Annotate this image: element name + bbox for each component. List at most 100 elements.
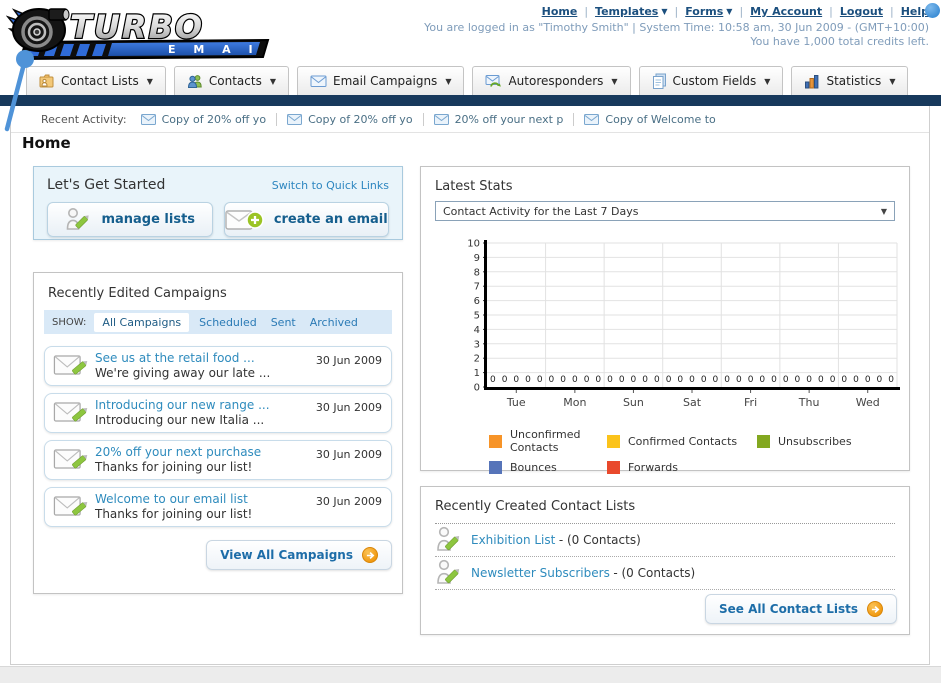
see-all-contact-lists-button[interactable]: See All Contact Lists bbox=[704, 594, 897, 624]
svg-text:8: 8 bbox=[474, 267, 480, 278]
nav-templates-link[interactable]: Templates bbox=[595, 5, 659, 18]
campaign-filter-bar: SHOW: All Campaigns Scheduled Sent Archi… bbox=[44, 310, 392, 334]
svg-text:5: 5 bbox=[474, 311, 480, 322]
svg-text:6: 6 bbox=[474, 296, 480, 307]
legend-item: Forwards bbox=[607, 461, 757, 474]
manage-lists-icon bbox=[67, 207, 90, 230]
arrow-right-icon bbox=[867, 601, 883, 617]
chevron-down-icon: ▼ bbox=[146, 76, 153, 86]
recent-activity-item[interactable]: Copy of Welcome to bbox=[584, 112, 716, 126]
recent-activity-item[interactable]: 20% off your next p bbox=[433, 112, 564, 126]
svg-text:0: 0 bbox=[701, 375, 707, 385]
manage-lists-button[interactable]: manage lists bbox=[47, 202, 213, 237]
campaign-row[interactable]: See us at the retail food ... We're givi… bbox=[44, 346, 392, 386]
legend-label: Unconfirmed Contacts bbox=[510, 428, 581, 454]
recent-activity-item[interactable]: Copy of 20% off yo bbox=[287, 113, 413, 126]
chart-legend: Unconfirmed Contacts Confirmed Contacts … bbox=[489, 428, 895, 474]
legend-swatch-unsubscribes bbox=[757, 434, 770, 448]
tab-label: Autoresponders bbox=[508, 74, 604, 88]
legend-label: Forwards bbox=[628, 461, 678, 474]
tab-contacts[interactable]: Contacts ▼ bbox=[173, 66, 289, 95]
email-campaigns-icon bbox=[310, 75, 327, 87]
nav-logout-link[interactable]: Logout bbox=[839, 5, 883, 18]
nav-home-link[interactable]: Home bbox=[541, 5, 578, 18]
campaign-title-link[interactable]: Welcome to our email list bbox=[95, 492, 248, 506]
tab-autoresponders[interactable]: Autoresponders ▼ bbox=[472, 66, 631, 95]
filter-archived[interactable]: Archived bbox=[309, 315, 358, 329]
create-an-email-button[interactable]: create an email bbox=[223, 202, 389, 237]
svg-text:0: 0 bbox=[607, 375, 613, 385]
divider bbox=[573, 112, 575, 126]
divider bbox=[422, 112, 424, 126]
legend-item: Confirmed Contacts bbox=[607, 428, 757, 454]
view-all-campaigns-button[interactable]: View All Campaigns bbox=[206, 540, 392, 570]
tab-email-campaigns[interactable]: Email Campaigns ▼ bbox=[297, 66, 465, 95]
stats-report-select[interactable]: Contact Activity for the Last 7 Days ▼ bbox=[435, 201, 895, 221]
svg-text:2: 2 bbox=[474, 354, 480, 365]
top-navigation: Home | Templates ▼ | Forms ▼ | My Account | Lo… bbox=[542, 5, 929, 18]
latest-stats-panel: Latest Stats Contact Activity for the La… bbox=[420, 166, 910, 474]
legend-label: Bounces bbox=[510, 461, 557, 474]
svg-text:1: 1 bbox=[474, 368, 480, 379]
contact-list-row[interactable]: Newsletter Subscribers - (0 Contacts) bbox=[435, 557, 895, 590]
svg-text:3: 3 bbox=[474, 339, 480, 350]
tab-label: Contacts bbox=[208, 74, 262, 88]
edited-email-icon bbox=[53, 448, 88, 469]
nav-forms-link[interactable]: Forms bbox=[685, 5, 724, 18]
recent-activity-bar: Recent Activity: Copy of 20% off yo Copy… bbox=[11, 106, 929, 133]
contact-list-row[interactable]: Exhibition List - (0 Contacts) bbox=[435, 524, 895, 557]
campaign-subtitle: Thanks for joining our list! bbox=[95, 507, 253, 521]
edited-email-icon bbox=[53, 401, 88, 422]
contact-list-link[interactable]: Newsletter Subscribers bbox=[471, 566, 610, 580]
svg-text:Wed: Wed bbox=[856, 396, 880, 409]
recent-activity-link[interactable]: 20% off your next p bbox=[454, 112, 564, 126]
recent-activity-item[interactable]: Copy of 20% off yo bbox=[140, 112, 267, 126]
svg-text:0: 0 bbox=[877, 375, 883, 385]
recent-activity-link[interactable]: Copy of Welcome to bbox=[605, 112, 716, 126]
edited-email-icon bbox=[53, 495, 88, 516]
campaign-title-link[interactable]: Introducing our new range ... bbox=[95, 398, 270, 412]
svg-text:0: 0 bbox=[654, 375, 660, 385]
nav-help-link[interactable]: Help bbox=[900, 5, 929, 18]
svg-text:0: 0 bbox=[830, 375, 836, 385]
svg-text:0: 0 bbox=[748, 375, 754, 385]
legend-item: Unconfirmed Contacts bbox=[489, 428, 607, 454]
main-tab-bar: Contact Lists ▼ Contacts ▼ Email Campaigns… bbox=[0, 66, 941, 95]
recent-activity-link[interactable]: Copy of 20% off yo bbox=[161, 112, 267, 126]
recent-activity-link[interactable]: Copy of 20% off yo bbox=[308, 112, 413, 126]
legend-swatch-confirmed bbox=[607, 434, 620, 448]
svg-text:0: 0 bbox=[771, 375, 777, 385]
tab-contact-lists[interactable]: Contact Lists ▼ bbox=[26, 66, 166, 95]
contact-lists-icon bbox=[39, 74, 54, 88]
svg-text:0: 0 bbox=[631, 375, 637, 385]
campaign-title-link[interactable]: See us at the retail food ... bbox=[95, 351, 255, 365]
svg-text:0: 0 bbox=[474, 383, 480, 394]
filter-scheduled[interactable]: Scheduled bbox=[199, 315, 257, 329]
campaign-row[interactable]: 20% off your next purchase Thanks for jo… bbox=[44, 440, 392, 480]
turbo-email-logo[interactable]: E M A I L TURBO bbox=[5, 3, 278, 61]
svg-text:0: 0 bbox=[525, 375, 531, 385]
svg-text:0: 0 bbox=[841, 375, 847, 385]
recently-created-contact-lists-panel: Recently Created Contact Lists Exhibitio… bbox=[420, 486, 910, 635]
tab-custom-fields[interactable]: Custom Fields ▼ bbox=[638, 66, 784, 95]
svg-text:0: 0 bbox=[619, 375, 625, 385]
campaign-subtitle: Introducing our new Italia ... bbox=[95, 413, 265, 427]
contact-list-link[interactable]: Exhibition List bbox=[471, 533, 556, 547]
statistics-icon bbox=[805, 74, 819, 88]
svg-text:0: 0 bbox=[560, 375, 566, 385]
svg-text:Mon: Mon bbox=[563, 396, 586, 409]
svg-text:0: 0 bbox=[572, 375, 578, 385]
filter-sent[interactable]: Sent bbox=[270, 315, 296, 329]
nav-separator: | bbox=[829, 5, 833, 18]
campaign-title-link[interactable]: 20% off your next purchase bbox=[95, 445, 262, 459]
switch-to-quick-links[interactable]: Switch to Quick Links bbox=[271, 178, 389, 192]
nav-separator: | bbox=[674, 5, 679, 18]
svg-text:0: 0 bbox=[853, 375, 859, 385]
campaign-row[interactable]: Welcome to our email list Thanks for joi… bbox=[44, 487, 392, 527]
contact-lists-title: Recently Created Contact Lists bbox=[435, 499, 636, 514]
nav-my-account-link[interactable]: My Account bbox=[750, 5, 823, 18]
tab-statistics[interactable]: Statistics ▼ bbox=[791, 66, 909, 95]
svg-text:9: 9 bbox=[474, 253, 480, 264]
campaign-row[interactable]: Introducing our new range ... Introducin… bbox=[44, 393, 392, 433]
filter-all-campaigns[interactable]: All Campaigns bbox=[94, 312, 190, 332]
